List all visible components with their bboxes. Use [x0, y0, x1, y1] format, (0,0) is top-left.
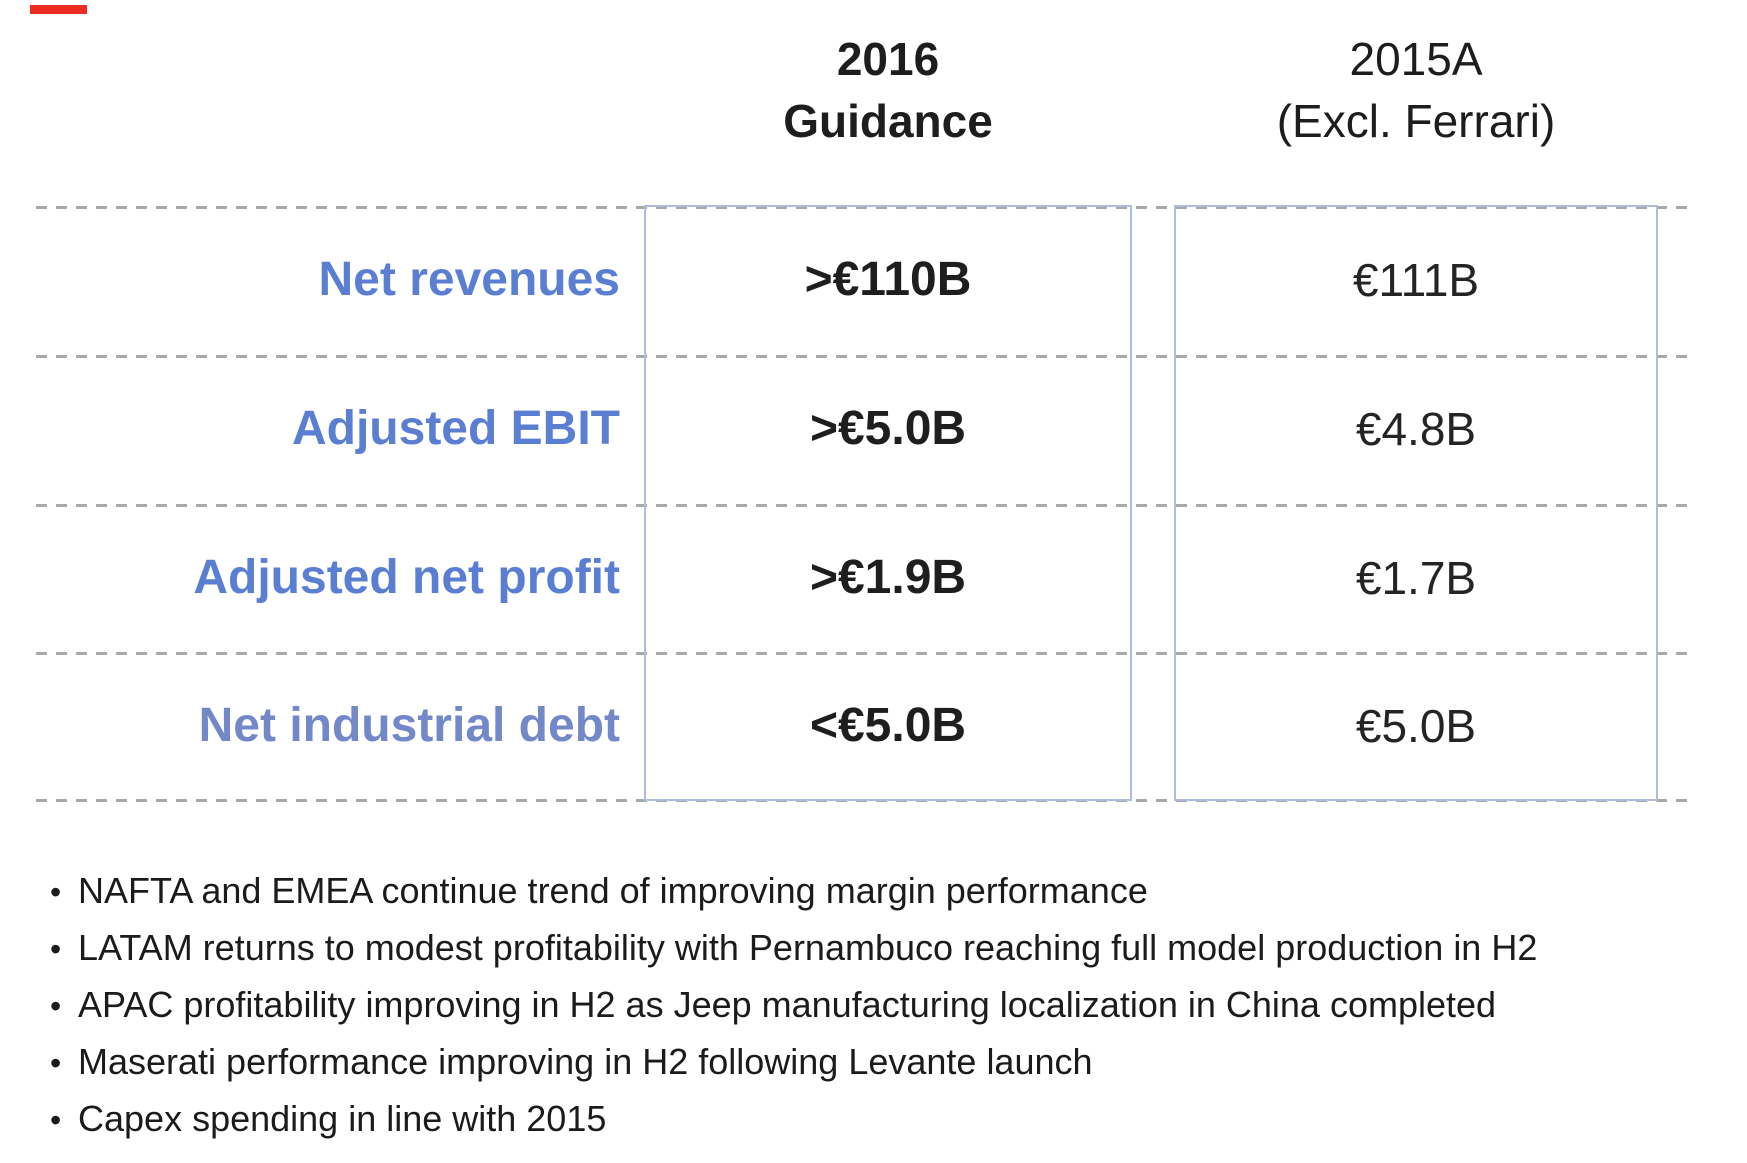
actual-column-box [1174, 205, 1658, 801]
bullet-text: Maserati performance improving in H2 fol… [78, 1041, 1093, 1082]
row-divider-3 [36, 504, 1688, 507]
header-2016-line1: 2016 [836, 33, 940, 85]
bullet-marker: • [50, 931, 62, 967]
row-label-adjusted-ebit: Adjusted EBIT [291, 402, 620, 455]
bullet-text: NAFTA and EMEA continue trend of improvi… [78, 870, 1148, 911]
actual-value-net-revenues: €111B [1352, 254, 1480, 306]
actual-value-adjusted-ebit: €4.8B [1355, 403, 1477, 455]
row-label-adjusted-net-profit: Adjusted net profit [193, 551, 620, 604]
row-divider-2 [36, 355, 1688, 358]
bullet-marker: • [50, 988, 62, 1024]
bullet-marker: • [50, 874, 62, 910]
actual-value-adjusted-net-profit: €1.7B [1355, 552, 1477, 604]
bullet-marker: • [50, 1045, 62, 1081]
bullet-text: Capex spending in line with 2015 [78, 1098, 607, 1139]
bullet-text: LATAM returns to modest profitability wi… [78, 927, 1538, 968]
column-header-2015a: 2015A (Excl. Ferrari) [1174, 28, 1658, 152]
actual-value-net-industrial-debt: €5.0B [1355, 700, 1477, 752]
guidance-value-adjusted-ebit: >€5.0B [809, 402, 967, 455]
bullet-item-apac: • APAC profitability improving in H2 as … [50, 976, 1710, 1033]
bullet-text: APAC profitability improving in H2 as Je… [78, 984, 1497, 1025]
column-header-2016-guidance: 2016 Guidance [644, 28, 1132, 152]
row-divider-4 [36, 652, 1688, 655]
guidance-value-net-industrial-debt: <€5.0B [809, 699, 967, 752]
header-2015-line1: 2015A [1349, 33, 1483, 85]
red-accent-line [30, 5, 87, 14]
row-label-net-revenues: Net revenues [318, 253, 620, 306]
guidance-column-box [644, 205, 1132, 801]
bullet-item-capex: • Capex spending in line with 2015 [50, 1090, 1710, 1147]
header-2015-line2: (Excl. Ferrari) [1276, 95, 1556, 147]
bullet-marker: • [50, 1102, 62, 1138]
header-2016-line2: Guidance [783, 95, 993, 147]
guidance-value-adjusted-net-profit: >€1.9B [809, 551, 967, 604]
row-label-net-industrial-debt: Net industrial debt [198, 699, 620, 752]
bullet-item-nafta: • NAFTA and EMEA continue trend of impro… [50, 862, 1710, 919]
bullet-item-latam: • LATAM returns to modest profitability … [50, 919, 1710, 976]
row-divider-1 [36, 206, 1688, 209]
bullet-list: • NAFTA and EMEA continue trend of impro… [50, 862, 1710, 1147]
guidance-value-net-revenues: >€110B [804, 253, 972, 306]
bullet-item-maserati: • Maserati performance improving in H2 f… [50, 1033, 1710, 1090]
